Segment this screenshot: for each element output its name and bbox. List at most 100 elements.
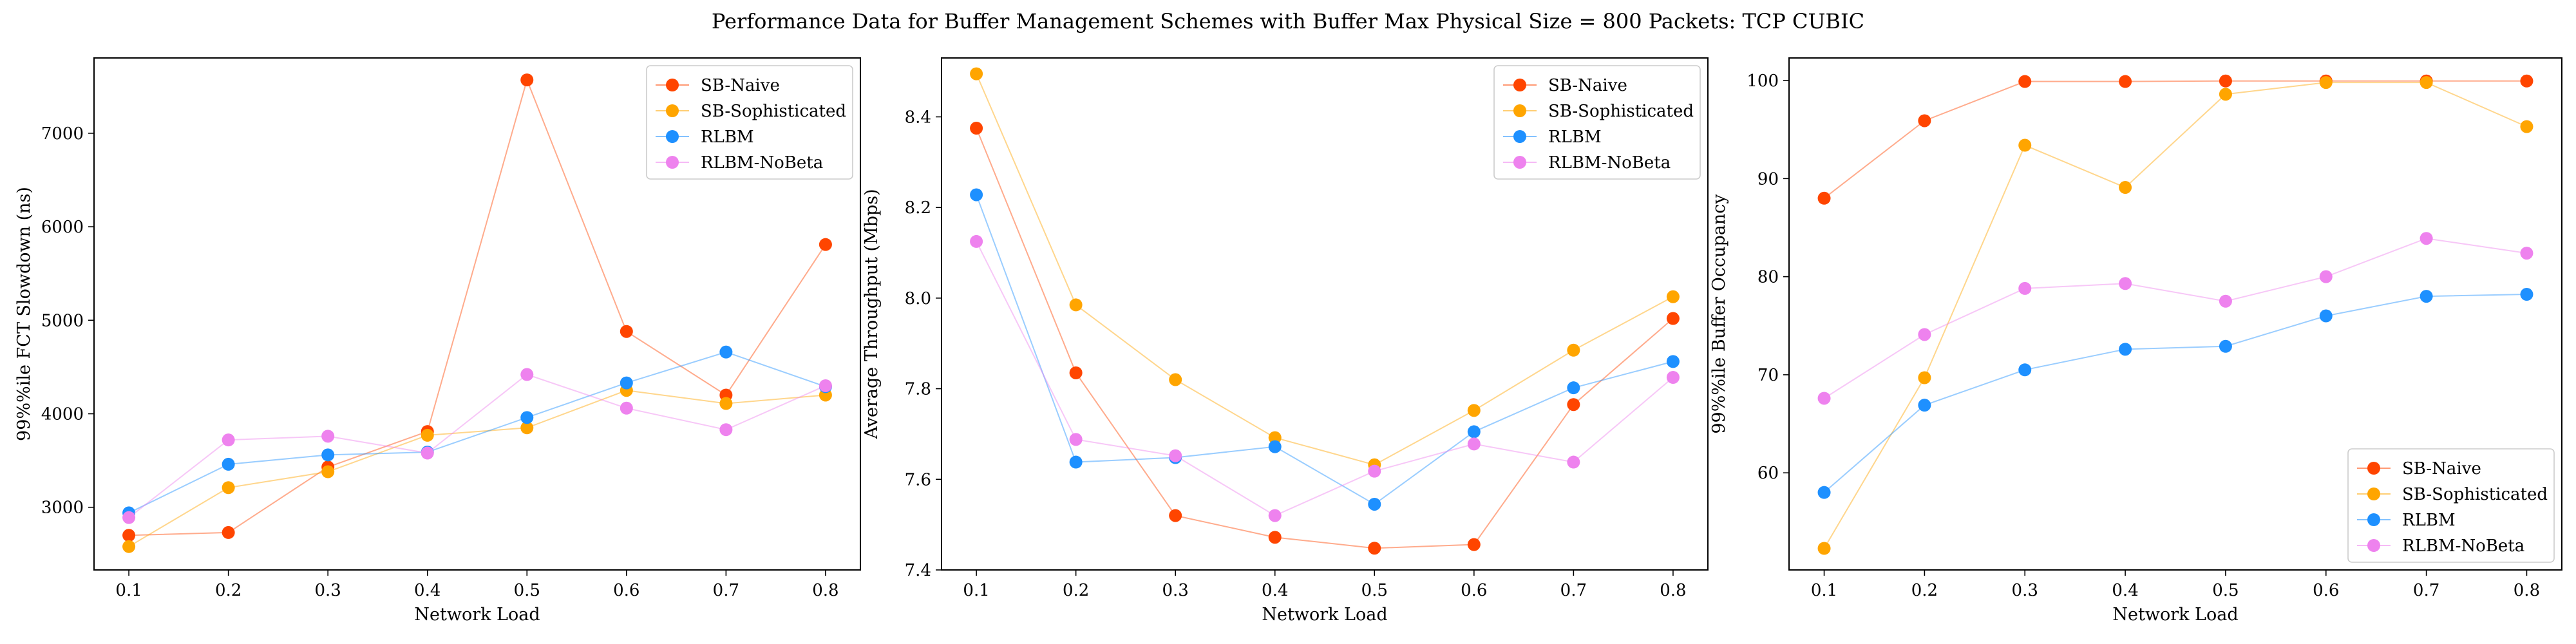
data-point-rlbm-nobeta	[620, 401, 633, 415]
y-tick-label: 5000	[41, 311, 84, 330]
legend-marker-sb-sophisticated	[1513, 104, 1526, 117]
series-line-sb-sophisticated	[1823, 82, 2527, 549]
x-tick-label: 0.2	[1063, 581, 1089, 600]
data-point-rlbm-nobeta	[222, 433, 235, 447]
legend-label-sb-sophisticated: SB-Sophisticated	[1548, 102, 1694, 121]
data-point-sb-sophisticated	[1069, 298, 1083, 312]
data-point-rlbm-nobeta	[1268, 509, 1282, 522]
data-point-sb-sophisticated	[970, 67, 983, 80]
x-tick-label: 0.4	[2112, 581, 2138, 600]
plot-frame	[941, 57, 1709, 571]
data-point-rlbm	[1467, 425, 1481, 439]
y-tick-label: 100	[1747, 71, 1779, 91]
series-line-sb-naive	[976, 128, 1674, 549]
fct-slowdown-chart: 0.1 0.2 0.3 0.4 0.5 0.6 0.7 0.8 3000 4000 5000 6000…	[14, 57, 861, 625]
data-point-sb-sophisticated	[122, 540, 136, 553]
data-point-rlbm-nobeta	[321, 430, 335, 443]
x-tick-label: 0.5	[2212, 581, 2239, 600]
data-point-rlbm-nobeta	[2219, 294, 2232, 308]
data-point-sb-sophisticated	[222, 481, 235, 495]
series-line-rlbm-nobeta	[128, 374, 826, 518]
data-point-sb-sophisticated	[2018, 138, 2032, 152]
x-tick-label: 0.6	[2313, 581, 2339, 600]
data-point-rlbm-nobeta	[2420, 232, 2433, 245]
y-tick-label: 3000	[41, 498, 84, 518]
data-point-rlbm-nobeta	[719, 423, 733, 437]
legend-label-rlbm-nobeta: RLBM-NoBeta	[2402, 536, 2524, 556]
data-point-rlbm-nobeta	[122, 511, 136, 524]
data-point-rlbm-nobeta	[1069, 433, 1083, 446]
legend-box	[1493, 65, 1701, 180]
y-tick-label: 8.2	[905, 198, 931, 218]
data-point-sb-sophisticated	[2319, 76, 2333, 90]
data-point-rlbm	[520, 411, 534, 424]
data-point-sb-naive	[2219, 74, 2232, 88]
legend-label-sb-naive: SB-Naive	[1548, 76, 1627, 95]
data-point-rlbm	[1567, 381, 1580, 395]
data-point-rlbm	[2420, 290, 2433, 303]
legend-label-sb-naive: SB-Naive	[701, 76, 780, 95]
y-tick-label: 7000	[41, 124, 84, 144]
data-point-rlbm	[2319, 309, 2333, 323]
legend-marker-sb-naive	[666, 79, 679, 91]
legend-label-rlbm: RLBM	[1548, 128, 1602, 147]
data-point-sb-sophisticated	[2520, 120, 2533, 133]
legend-marker-rlbm	[1513, 130, 1526, 143]
data-point-rlbm	[719, 345, 733, 359]
x-tick-label: 0.7	[2413, 581, 2439, 600]
buffer-occupancy-chart: 0.1 0.2 0.3 0.4 0.5 0.6 0.7 0.8 60 70 80 90 100 Netwo…	[1709, 57, 2562, 625]
y-axis-label: Average Throughput (Mbps)	[862, 189, 882, 439]
data-point-rlbm	[1069, 455, 1083, 469]
legend-marker-rlbm	[2367, 513, 2380, 526]
data-point-rlbm-nobeta	[1467, 437, 1481, 451]
x-axis-label: Network Load	[1262, 605, 1387, 625]
legend-label-sb-naive: SB-Naive	[2402, 459, 2481, 478]
data-point-rlbm	[2018, 363, 2032, 377]
y-tick-label: 7.4	[905, 561, 931, 580]
x-tick-label: 0.8	[1660, 581, 1686, 600]
y-axis-label: 99%%ile FCT Slowdown (ns)	[14, 187, 34, 441]
data-point-rlbm-nobeta	[970, 234, 983, 248]
series-line-sb-naive	[129, 78, 826, 536]
data-point-rlbm	[970, 188, 983, 202]
data-point-sb-naive	[1368, 542, 1381, 555]
data-point-sb-naive	[2018, 75, 2032, 88]
legend-box	[2347, 448, 2555, 563]
legend-label-rlbm-nobeta: RLBM-NoBeta	[701, 153, 823, 173]
data-point-rlbm-nobeta	[2119, 277, 2132, 290]
legend-marker-sb-naive	[2367, 462, 2380, 475]
x-tick-label: 0.4	[414, 581, 440, 600]
legend-label-sb-sophisticated: SB-Sophisticated	[2402, 485, 2548, 504]
x-axis-label: Network Load	[414, 605, 540, 625]
data-point-sb-sophisticated	[1268, 431, 1282, 444]
y-tick-label: 90	[1757, 169, 1779, 189]
data-point-sb-sophisticated	[1817, 542, 1831, 555]
y-tick-label: 6000	[41, 218, 84, 237]
data-point-rlbm	[2520, 288, 2533, 301]
data-point-sb-sophisticated	[1467, 404, 1481, 417]
y-tick-label: 60	[1757, 464, 1779, 483]
data-point-sb-sophisticated	[421, 428, 434, 442]
x-tick-label: 0.6	[1461, 581, 1487, 600]
x-tick-label: 0.8	[2514, 581, 2540, 600]
x-axis-label: Network Load	[2112, 605, 2238, 625]
data-point-sb-naive	[970, 122, 983, 135]
data-point-rlbm	[2119, 343, 2132, 356]
y-tick-label: 8.0	[905, 289, 931, 308]
data-point-sb-sophisticated	[1169, 373, 1182, 386]
series-line-rlbm-nobeta	[976, 241, 1674, 516]
y-tick-label: 8.4	[905, 108, 931, 127]
data-point-rlbm	[1268, 440, 1282, 453]
x-tick-label: 0.1	[115, 581, 142, 600]
x-tick-label: 0.8	[812, 581, 838, 600]
data-point-sb-naive	[2119, 75, 2132, 88]
data-point-sb-sophisticated	[2420, 76, 2433, 90]
data-point-sb-naive	[1169, 509, 1182, 522]
legend-marker-rlbm-nobeta	[2367, 539, 2380, 552]
series-line-sb-sophisticated	[976, 73, 1674, 466]
data-point-sb-naive	[2520, 74, 2533, 88]
legend-marker-sb-sophisticated	[2367, 488, 2380, 500]
legend-marker-sb-sophisticated	[666, 104, 679, 117]
data-point-rlbm-nobeta	[520, 368, 534, 381]
data-point-sb-naive	[520, 73, 534, 87]
